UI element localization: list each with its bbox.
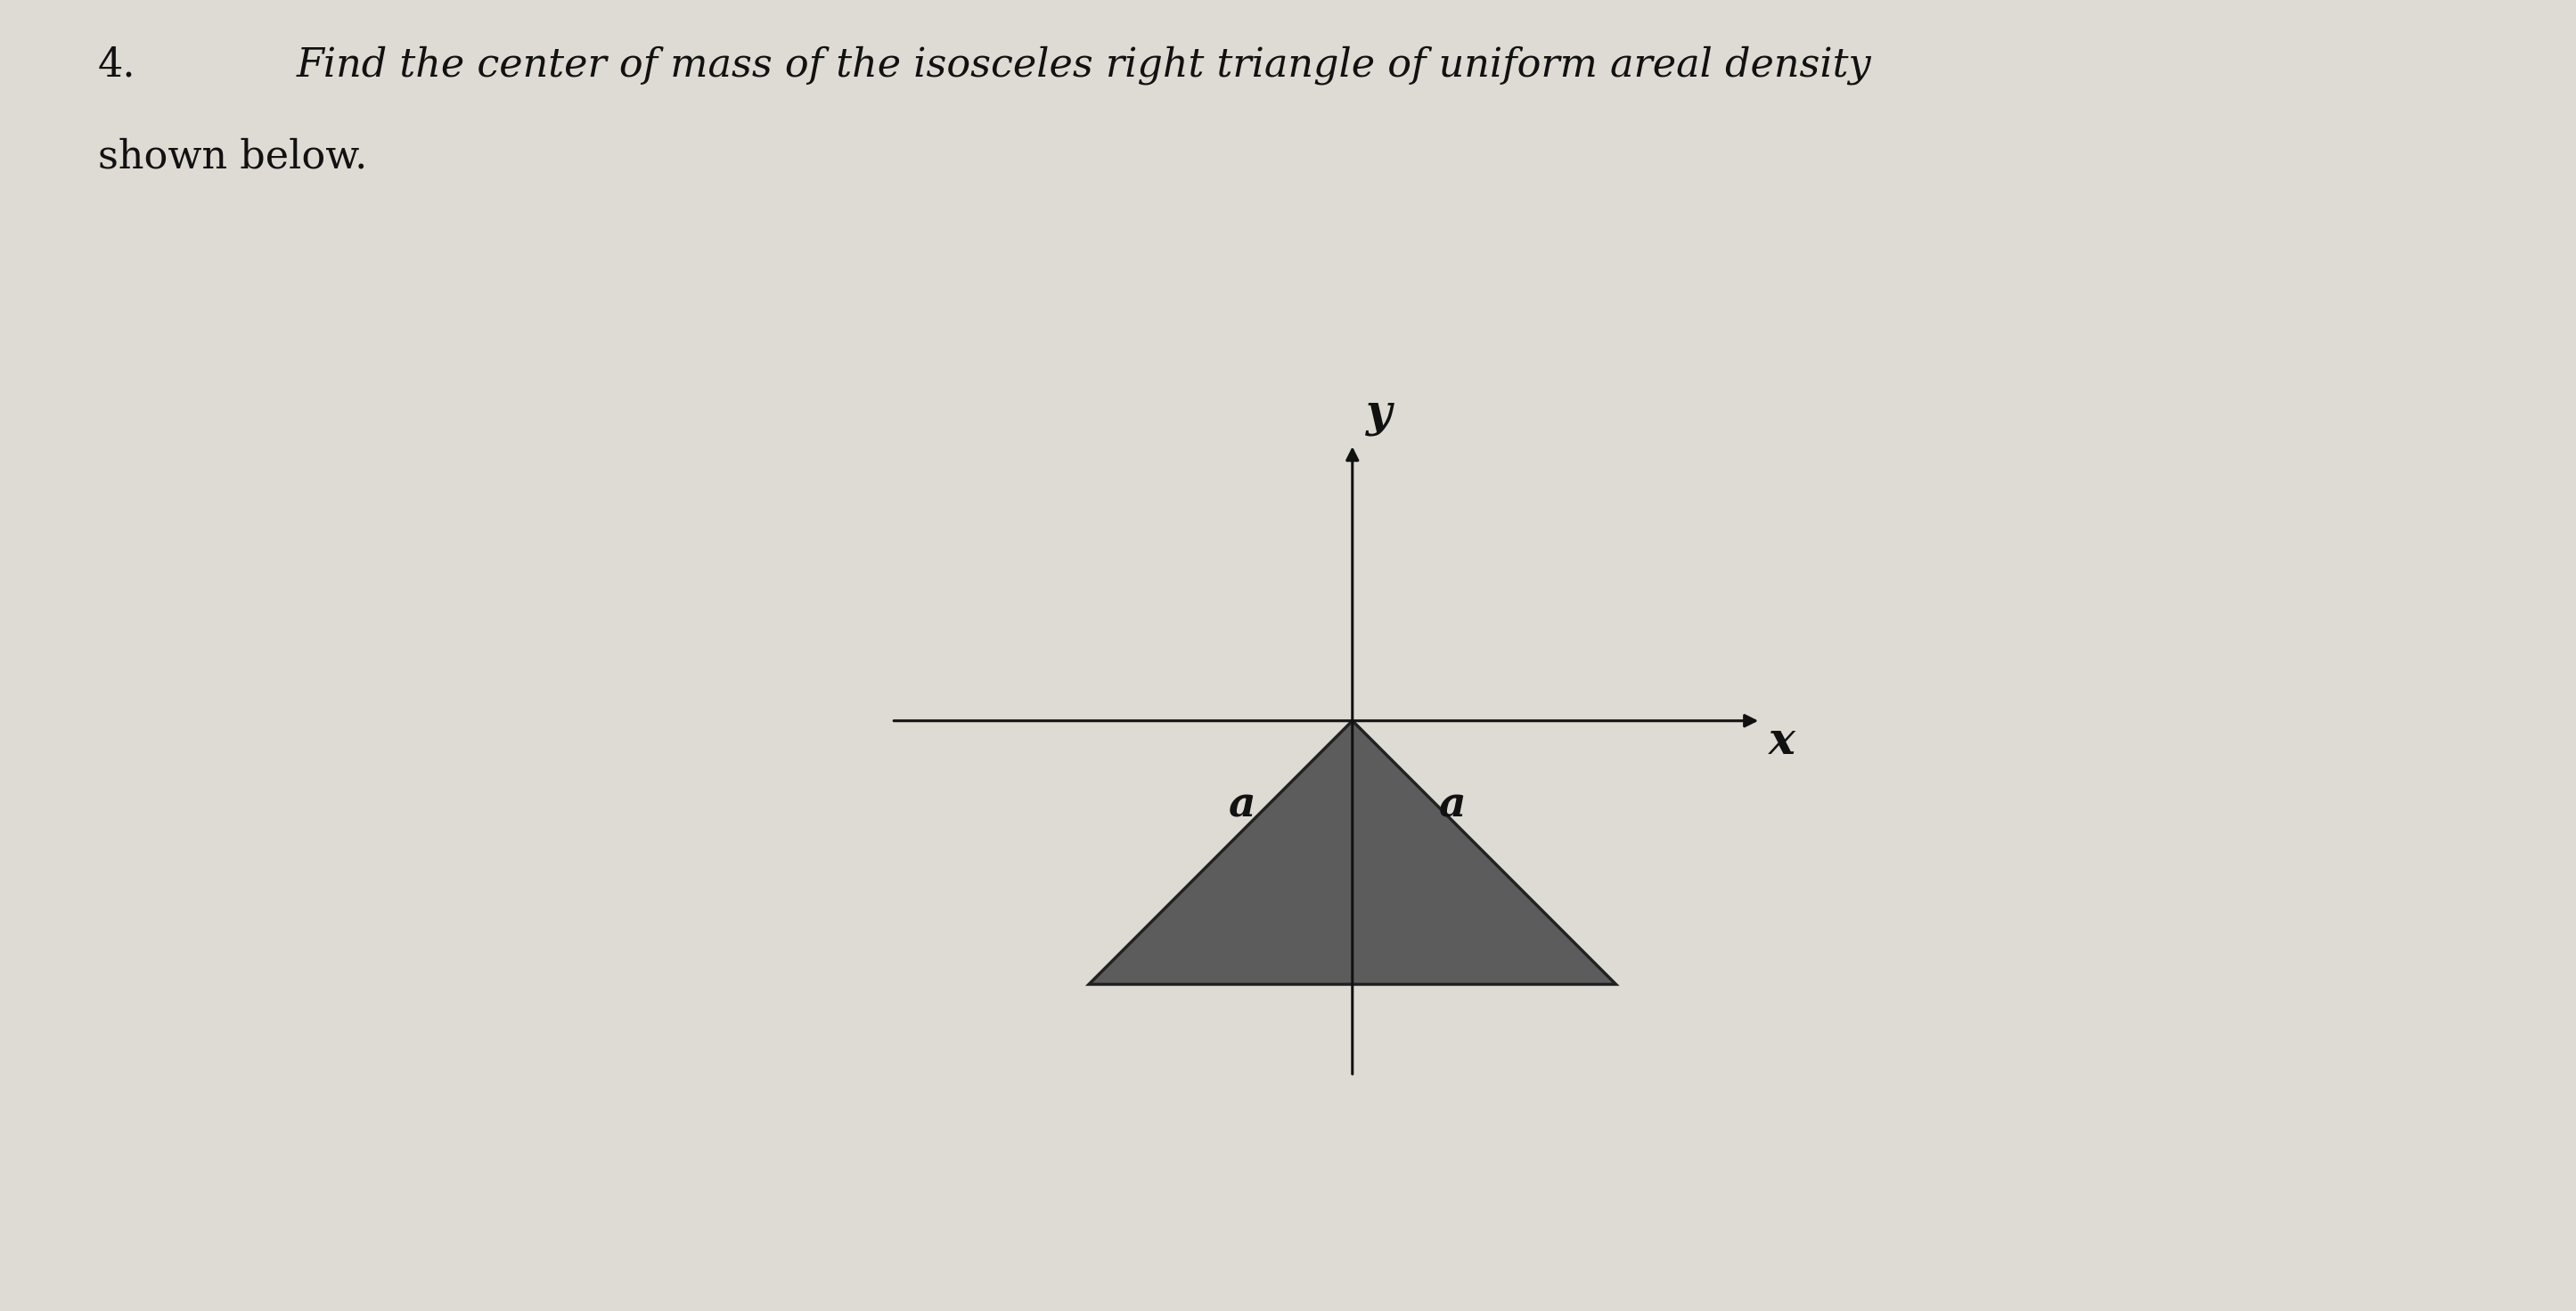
Polygon shape — [1090, 721, 1615, 985]
Text: Find the center of mass of the isosceles right triangle of uniform areal density: Find the center of mass of the isosceles… — [296, 46, 1870, 85]
Text: a: a — [1440, 784, 1466, 826]
Text: a: a — [1229, 784, 1255, 826]
Text: y: y — [1365, 392, 1391, 437]
Text: 4.: 4. — [98, 46, 137, 84]
Text: x: x — [1770, 720, 1795, 764]
Text: shown below.: shown below. — [98, 138, 368, 176]
